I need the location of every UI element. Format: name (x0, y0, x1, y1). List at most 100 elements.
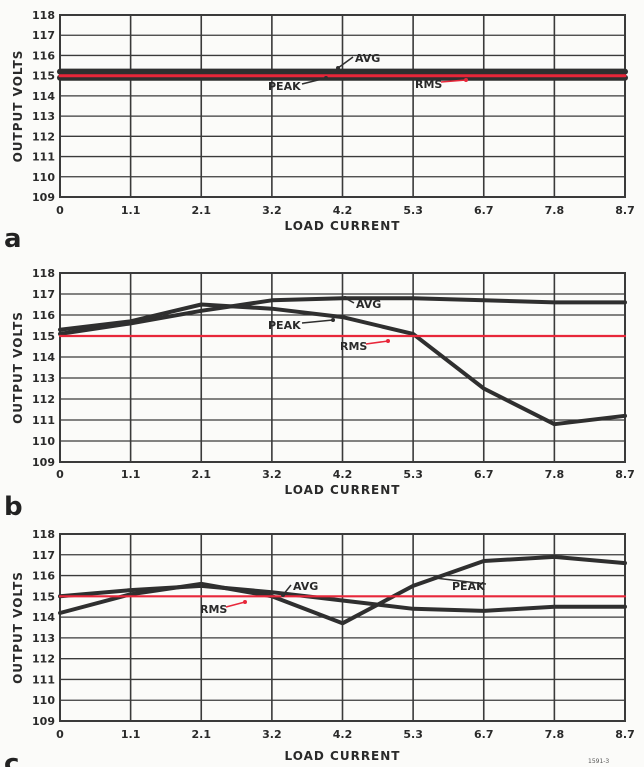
x-axis-title: LOAD CURRENT (285, 483, 401, 497)
y-tick-label: 112 (32, 130, 55, 143)
x-tick-label: 5.3 (403, 728, 423, 741)
pointer-arrow (440, 79, 467, 83)
pointer-arrowhead (324, 76, 328, 80)
x-tick-label: 8.7 (615, 204, 635, 217)
series-label-rms: RMS (200, 603, 227, 616)
pointer-arrowhead (343, 296, 347, 300)
y-tick-label: 115 (32, 330, 55, 343)
y-tick-label: 114 (32, 611, 55, 624)
series-label-rms: RMS (340, 340, 367, 353)
x-tick-label: 2.1 (192, 468, 212, 481)
panel-letter: b (4, 492, 23, 522)
x-tick-label: 6.7 (474, 204, 494, 217)
y-tick-label: 118 (32, 267, 55, 280)
y-tick-label: 112 (32, 393, 55, 406)
y-tick-label: 109 (32, 456, 55, 469)
series-label-rms: RMS (415, 78, 442, 91)
pointer-arrowhead (281, 593, 285, 597)
y-tick-label: 115 (32, 590, 55, 603)
y-tick-label: 111 (32, 673, 55, 686)
x-tick-label: 3.2 (262, 728, 282, 741)
x-tick-label: 1.1 (121, 468, 141, 481)
pointer-arrow (301, 77, 327, 85)
x-tick-label: 7.8 (545, 728, 565, 741)
series-label-avg: AVG (355, 52, 380, 65)
y-tick-label: 116 (32, 49, 55, 62)
panel-letter: a (4, 224, 22, 254)
x-tick-label: 3.2 (262, 204, 282, 217)
pointer-arrow (365, 340, 389, 345)
x-tick-label: 4.2 (333, 728, 353, 741)
y-tick-label: 116 (32, 309, 55, 322)
y-tick-label: 117 (32, 549, 55, 562)
x-tick-label: 7.8 (545, 204, 565, 217)
x-tick-label: 8.7 (615, 468, 635, 481)
x-tick-label: 7.8 (545, 468, 565, 481)
series-label-avg: AVG (356, 298, 381, 311)
y-tick-label: 117 (32, 288, 55, 301)
figure-credit: 1591-3 (588, 758, 609, 765)
x-tick-label: 2.1 (192, 728, 212, 741)
pointer-arrowhead (464, 78, 468, 82)
x-axis-title: LOAD CURRENT (285, 219, 401, 233)
series-label-peak: PEAK (268, 80, 301, 93)
pointer-arrowhead (243, 600, 247, 604)
x-tick-label: 5.3 (403, 204, 423, 217)
pointer-arrow (337, 56, 354, 69)
series-line-peak (58, 554, 627, 626)
y-tick-label: 109 (32, 715, 55, 728)
y-tick-label: 109 (32, 191, 55, 204)
x-tick-label: 2.1 (192, 204, 212, 217)
y-axis-title: OUTPUT VOLTS (11, 571, 25, 684)
pointer-arrowhead (336, 66, 340, 70)
y-tick-label: 112 (32, 653, 55, 666)
x-tick-label: 4.2 (333, 204, 353, 217)
y-tick-label: 116 (32, 570, 55, 583)
x-tick-label: 0 (56, 204, 64, 217)
series-line-avg (58, 296, 627, 336)
y-tick-label: 111 (32, 151, 55, 164)
pointer-arrow (434, 577, 487, 585)
x-tick-label: 3.2 (262, 468, 282, 481)
y-axis-title: OUTPUT VOLTS (11, 50, 25, 163)
series-label-avg: AVG (293, 580, 318, 593)
y-tick-label: 114 (32, 90, 55, 103)
x-axis-title: LOAD CURRENT (285, 749, 401, 763)
y-tick-label: 113 (32, 372, 55, 385)
x-tick-label: 6.7 (474, 728, 494, 741)
x-tick-label: 4.2 (333, 468, 353, 481)
x-tick-label: 1.1 (121, 728, 141, 741)
pointer-arrow (282, 584, 292, 596)
y-tick-label: 115 (32, 70, 55, 83)
x-tick-label: 8.7 (615, 728, 635, 741)
pointer-arrow (225, 601, 246, 608)
y-tick-label: 111 (32, 414, 55, 427)
x-tick-label: 0 (56, 728, 64, 741)
series-line-peak (58, 302, 627, 427)
y-tick-label: 114 (32, 351, 55, 364)
pointer-arrowhead (331, 318, 335, 322)
x-tick-label: 5.3 (403, 468, 423, 481)
y-tick-label: 110 (32, 171, 55, 184)
x-tick-label: 1.1 (121, 204, 141, 217)
x-tick-label: 0 (56, 468, 64, 481)
pointer-arrow (301, 319, 334, 324)
y-tick-label: 117 (32, 29, 55, 42)
y-tick-label: 113 (32, 110, 55, 123)
x-tick-label: 6.7 (474, 468, 494, 481)
y-tick-label: 118 (32, 9, 55, 22)
y-axis-title: OUTPUT VOLTS (11, 311, 25, 424)
panel-letter: c (4, 749, 19, 767)
y-tick-label: 110 (32, 435, 55, 448)
series-line-avg (58, 583, 627, 613)
y-tick-label: 110 (32, 694, 55, 707)
y-tick-label: 113 (32, 632, 55, 645)
pointer-arrowhead (433, 576, 437, 580)
y-tick-label: 118 (32, 528, 55, 541)
pointer-arrowhead (386, 339, 390, 343)
series-label-peak: PEAK (268, 319, 301, 332)
